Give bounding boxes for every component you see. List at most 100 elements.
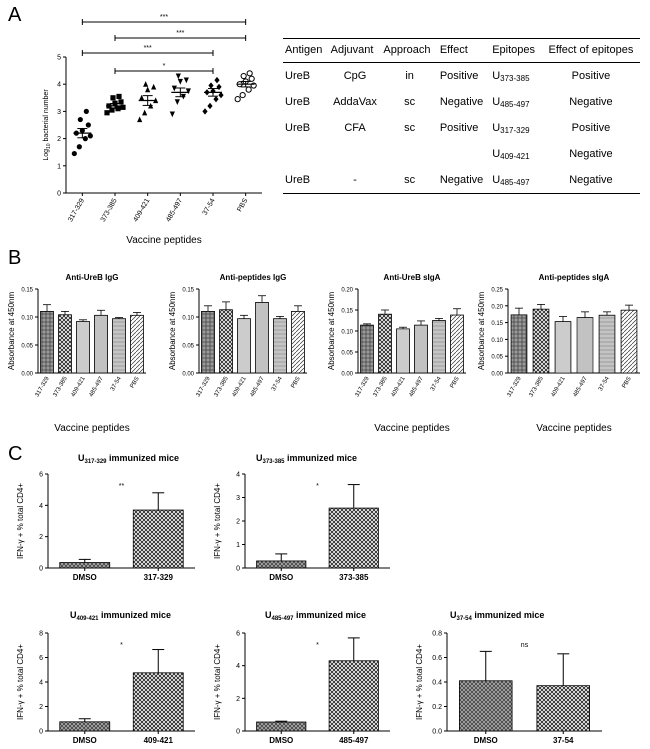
bar [458,680,513,732]
y-tick-label: 1 [57,163,61,170]
y-tick-label: 0.00 [182,372,194,378]
y-tick-label: 2 [57,136,61,143]
table-cell: U373-385 [490,63,542,90]
data-point [83,108,89,114]
y-tick-label: 0 [236,566,240,573]
bar [132,509,184,569]
x-tick-label: 317-329 [144,573,174,582]
data-point [202,108,208,115]
title-sub: 409-421 [77,616,100,622]
table-cell: sc [404,122,416,134]
data-point [143,81,149,87]
y-tick-label: 4 [236,472,240,479]
bar-chart-b4: Anti-peptides sIgA 0.00 0.05 0.10 0.15 0.20 0.… [477,273,640,434]
y-tick-label: 4 [236,663,240,670]
y-axis-label: IFN-γ + % total CD4+ [213,644,222,720]
y-tick-label: 0.15 [341,309,353,315]
title-sub: 373-385 [263,459,286,465]
y-axis-label: Log10 bacterial number [43,89,52,161]
table-cell: - [328,167,382,194]
data-point [175,73,181,80]
table-header-row: Antigen Adjuvant Approach Effect Epitope… [283,38,640,63]
data-point [240,72,247,80]
data-point [248,75,255,82]
data-point [142,109,148,116]
bar [328,660,379,732]
table-header: Approach [381,38,438,63]
bar-chart-b1: Anti-UreB IgG 0.00 0.05 0.10 0.15 Absorbance … [7,273,146,434]
significance-label: *** [160,14,168,21]
significance-label: ** [119,483,125,490]
x-axis-label: Vaccine peptides [54,423,129,434]
chart-title: Anti-UreB IgG [66,273,119,282]
table-cell [381,141,437,167]
y-tick-label: 0.4 [432,680,442,687]
y-tick-label: 0 [39,566,43,573]
y-tick-label: 5 [57,55,61,62]
y-axis-label: Absorbance at 450nm [327,292,336,371]
y-axis-label: IFN-γ + % total CD4+ [16,644,25,720]
epitope-prefix: U [492,147,501,160]
table-row: UreB - sc Negative U485-497 Negative [283,167,640,194]
y-tick-label: 1 [236,542,240,549]
chart-title: U409-421 immunized mice [70,610,171,622]
table-header: Effect [437,38,491,63]
y-tick-label: 0.05 [182,344,194,350]
x-axis-label: Vaccine peptides [374,423,449,434]
bar [328,507,379,569]
data-point [183,77,189,84]
y-axis-label: IFN-γ + % total CD4+ [213,483,222,559]
y-tick-label: 0.05 [491,355,503,361]
table-row: U409-421 Negative [283,141,640,167]
title-sub: 37-54 [457,616,473,622]
x-tick-label: DMSO [269,573,293,582]
data-point [185,88,191,95]
y-tick-label: 0.20 [341,288,353,294]
significance-label: * [316,483,319,490]
data-point [171,85,177,92]
y-tick-label: 6 [39,472,43,479]
epitope-range: 373-385 [500,73,530,83]
table-cell: U485-497 [490,167,542,194]
y-tick-label: 0.15 [182,288,194,294]
data-point [218,91,224,99]
data-point [77,116,83,123]
y-tick-label: 0.10 [341,330,353,336]
table-cell: Negative [541,167,640,194]
bar-chart-c5: U37-54 immunized mice0.00.20.40.60.8IFN-… [415,610,602,745]
title-part: U [265,610,272,620]
epitope-effect-table: Antigen Adjuvant Approach Effect Epitope… [283,38,640,194]
table-row: UreB AddaVax sc Negative U485-497 Negati… [283,89,640,115]
title-sub: 317-329 [85,459,108,465]
y-tick-label: 0 [39,729,43,736]
y-tick-label: 0 [57,191,61,198]
data-point [139,94,145,101]
table-cell: sc [381,167,438,194]
table-header: Effect of epitopes [541,38,640,63]
x-tick-label: PBS [130,376,141,389]
table-cell [283,141,329,167]
table-cell: Positive [571,122,611,134]
title-sub: 485-497 [272,616,295,622]
title-part: U [78,453,85,463]
y-tick-label: 0.10 [491,338,503,344]
x-tick-label: DMSO [269,736,293,745]
table-cell: Negative [437,167,491,194]
title-part: immunized mice [107,453,180,463]
table-cell [438,141,490,167]
table-cell: CpG [343,70,367,82]
table-cell: UreB [285,70,311,82]
y-tick-label: 6 [236,631,240,638]
data-point [118,99,124,105]
y-tick-label: 8 [39,631,43,638]
table-cell: Positive [571,70,611,82]
y-tick-label: 0.2 [432,704,442,711]
chart-title: Anti-UreB sIgA [384,273,441,282]
y-tick-label: 0.00 [341,372,353,378]
y-tick-label: 0.15 [21,288,33,294]
chart-title: Anti-peptides sIgA [539,273,610,282]
